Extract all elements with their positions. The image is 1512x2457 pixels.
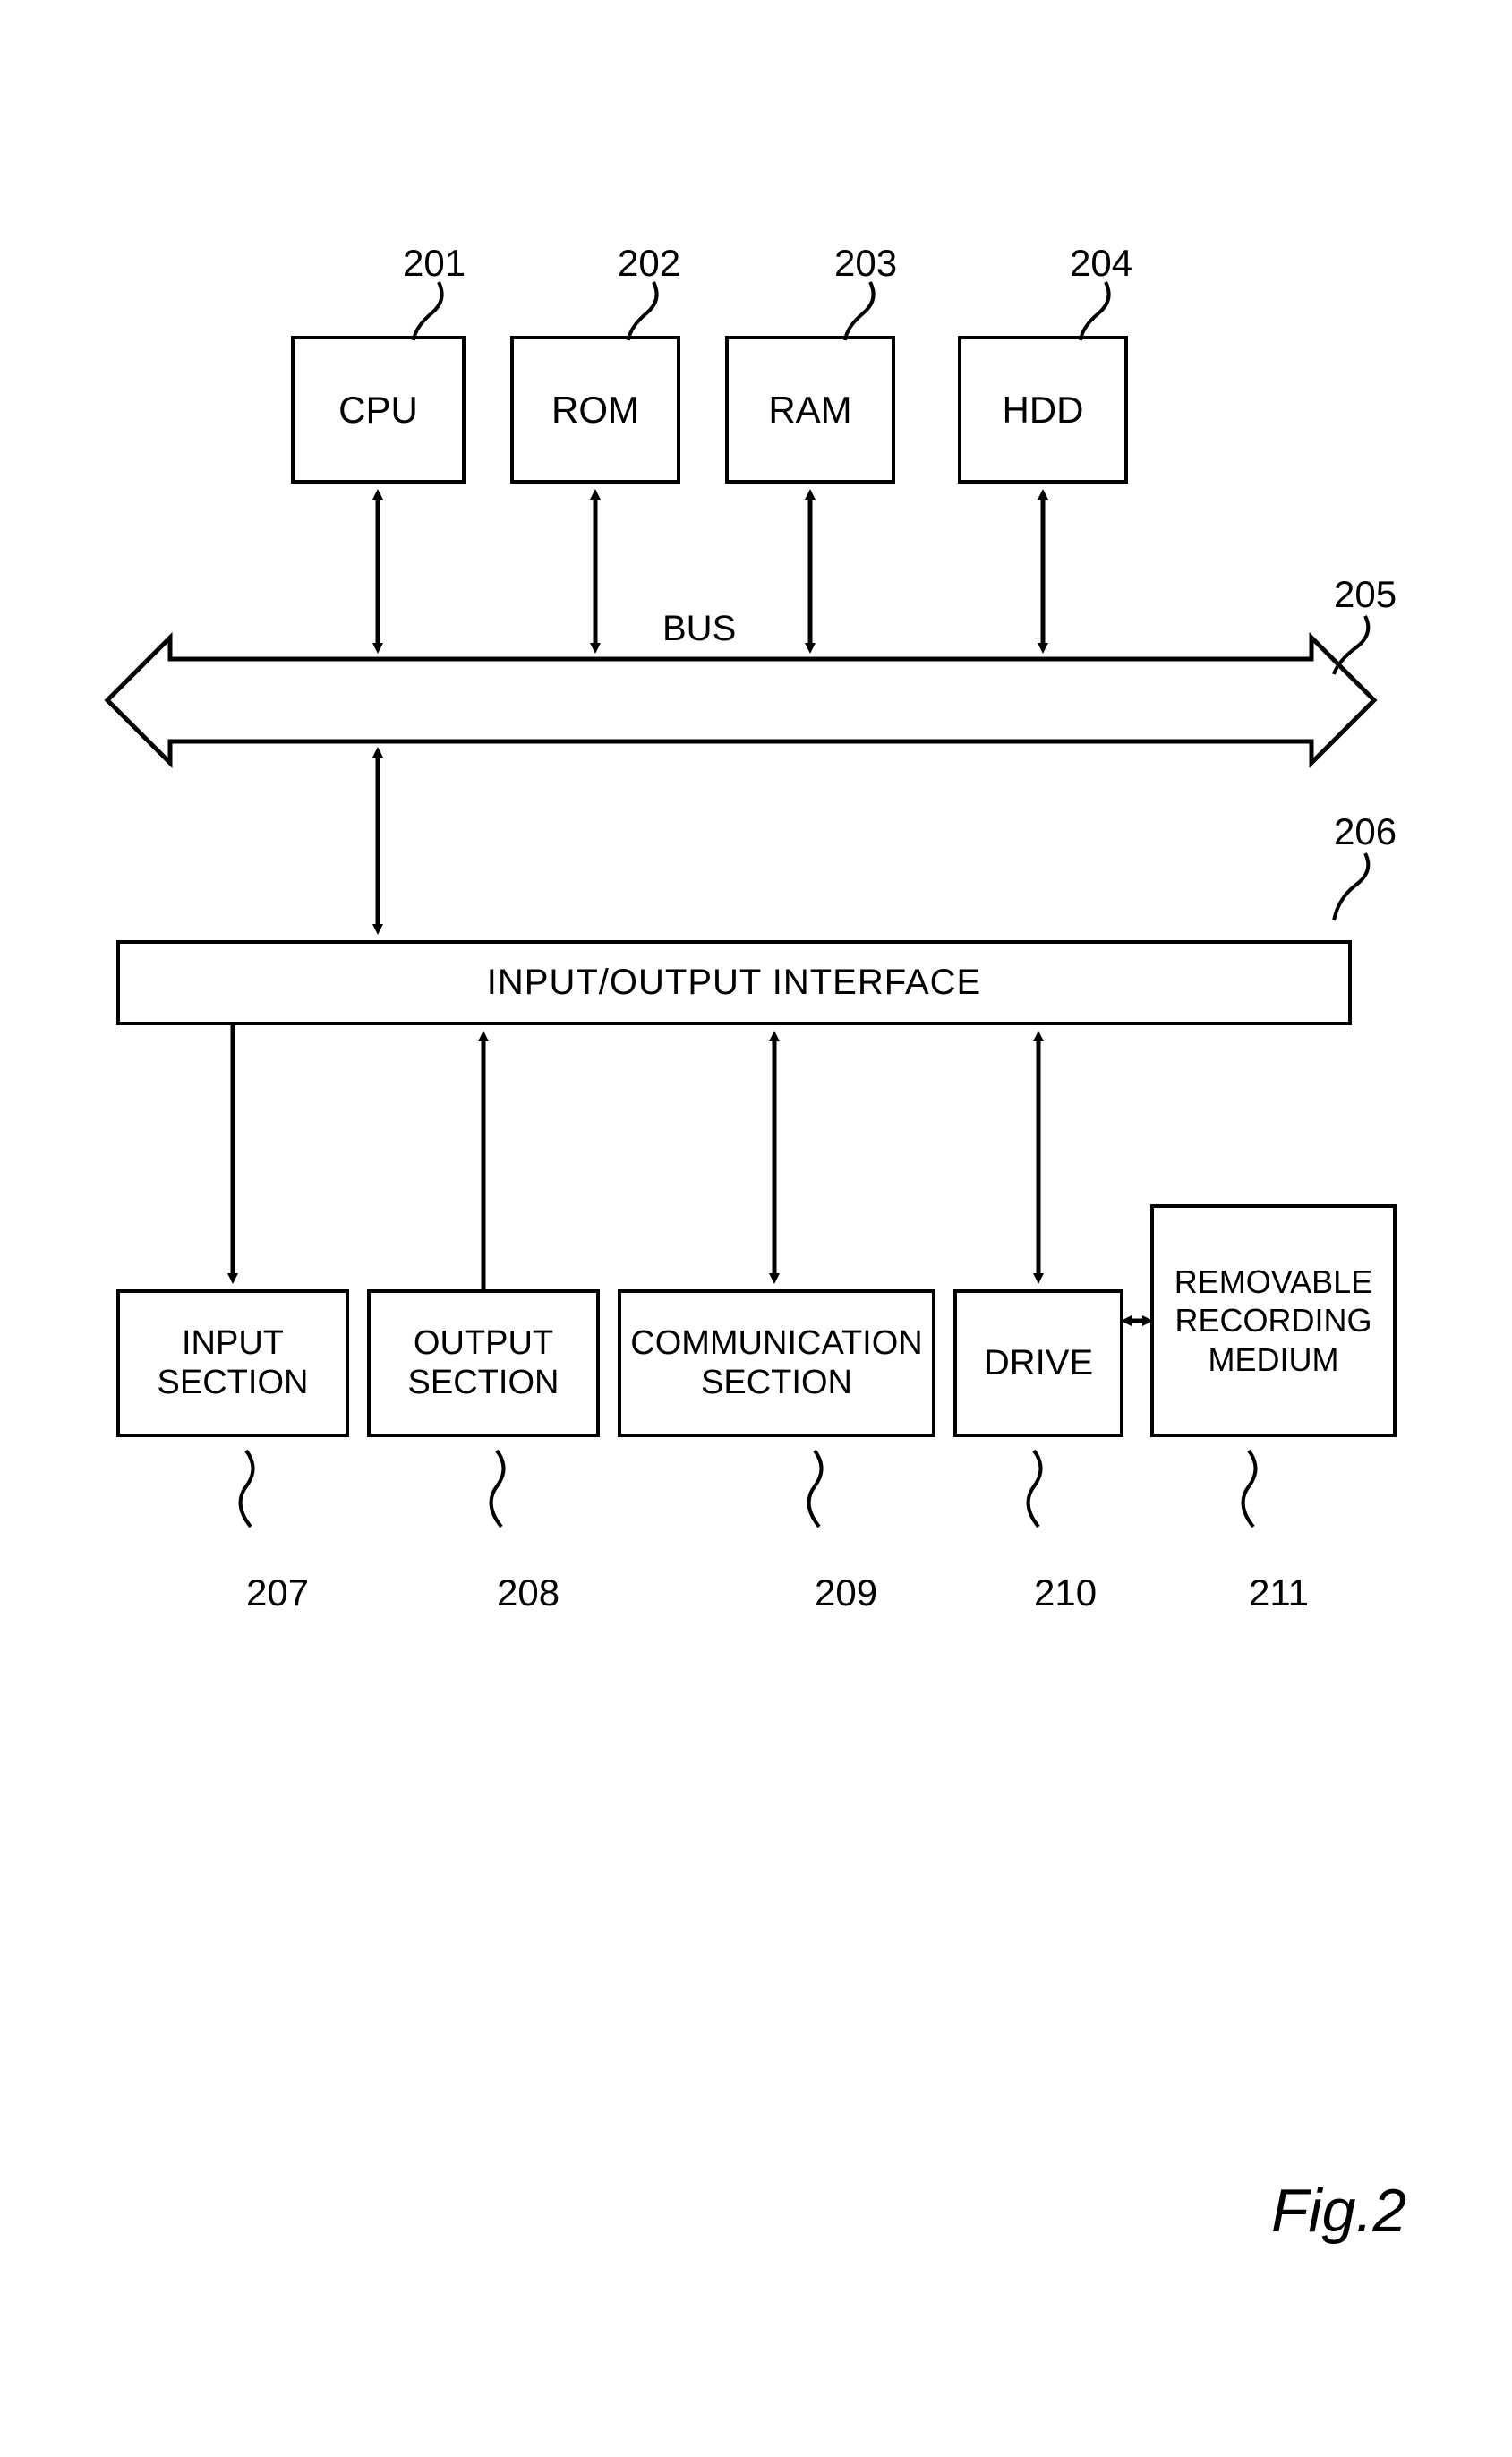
ref-207: 207: [246, 1571, 309, 1614]
ref-210: 210: [1034, 1571, 1097, 1614]
ref-208: 208: [497, 1571, 560, 1614]
ref-204: 204: [1070, 242, 1132, 285]
figure-label: Fig.2: [1271, 2176, 1406, 2246]
input-section-box: INPUT SECTION: [116, 1289, 349, 1437]
drive-label: DRIVE: [984, 1343, 1093, 1383]
hdd-box: HDD: [958, 336, 1128, 484]
rom-box: ROM: [510, 336, 680, 484]
removable-medium-box: REMOVABLE RECORDING MEDIUM: [1150, 1204, 1397, 1437]
ram-box: RAM: [725, 336, 895, 484]
squiggle-207: [241, 1451, 253, 1527]
io-interface-label: INPUT/OUTPUT INTERFACE: [487, 963, 981, 1003]
squiggle-210: [1029, 1451, 1041, 1527]
output-section-box: OUTPUT SECTION: [367, 1289, 600, 1437]
ref-206: 206: [1334, 810, 1397, 853]
ref-209: 209: [815, 1571, 877, 1614]
ref-205: 205: [1334, 573, 1397, 616]
cpu-label: CPU: [338, 389, 418, 432]
io-interface-box: INPUT/OUTPUT INTERFACE: [116, 940, 1352, 1025]
squiggle-209: [809, 1451, 822, 1527]
bus-shape: [107, 638, 1374, 763]
rom-label: ROM: [551, 389, 639, 432]
communication-section-label: COMMUNICATION SECTION: [630, 1324, 923, 1402]
removable-medium-label: REMOVABLE RECORDING MEDIUM: [1175, 1263, 1372, 1379]
squiggle-201: [414, 282, 442, 340]
squiggle-211: [1243, 1451, 1256, 1527]
drive-box: DRIVE: [953, 1289, 1123, 1437]
squiggle-204: [1081, 282, 1109, 340]
input-section-label: INPUT SECTION: [158, 1324, 309, 1402]
bus-label: BUS: [662, 609, 736, 649]
hdd-label: HDD: [1003, 389, 1084, 432]
squiggle-206: [1334, 853, 1368, 920]
squiggle-205: [1334, 616, 1368, 674]
squiggle-202: [628, 282, 657, 340]
communication-section-box: COMMUNICATION SECTION: [618, 1289, 935, 1437]
squiggle-208: [491, 1451, 504, 1527]
ref-202: 202: [618, 242, 680, 285]
cpu-box: CPU: [291, 336, 466, 484]
ref-203: 203: [834, 242, 897, 285]
output-section-label: OUTPUT SECTION: [408, 1324, 560, 1402]
squiggle-203: [845, 282, 874, 340]
ref-201: 201: [403, 242, 466, 285]
ref-211: 211: [1249, 1571, 1309, 1614]
ram-label: RAM: [768, 389, 851, 432]
